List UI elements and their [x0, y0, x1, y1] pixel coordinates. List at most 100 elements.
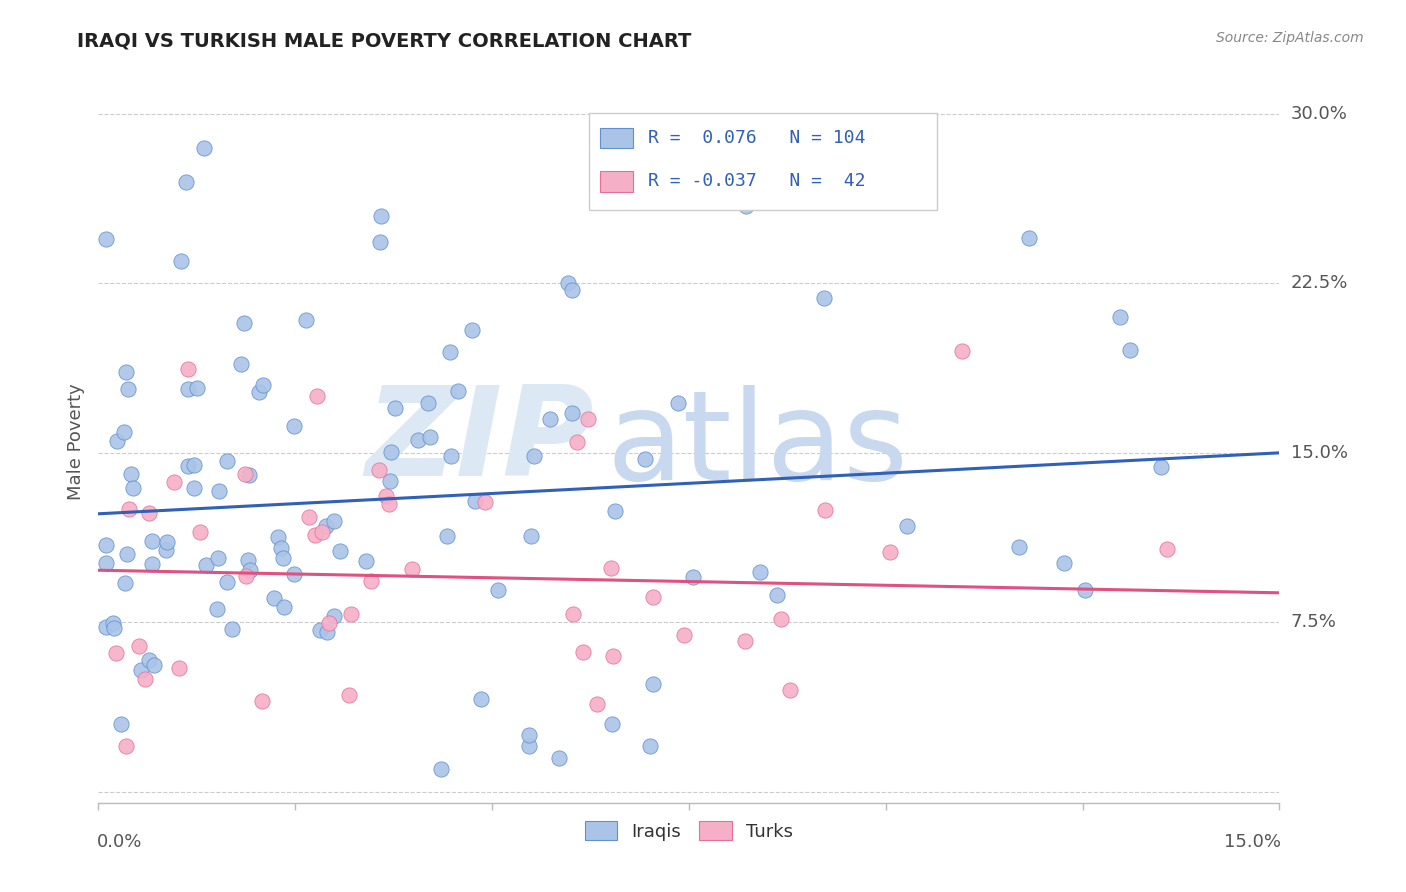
Point [295, 313, 318, 327]
Point [155, 542, 177, 557]
Point [378, 497, 401, 511]
Point [368, 235, 391, 249]
Point [238, 553, 260, 567]
Point [183, 458, 205, 472]
Point [96, 537, 118, 551]
Point [138, 653, 160, 667]
Point [115, 739, 138, 754]
Point [1156, 541, 1178, 556]
Point [273, 600, 295, 615]
Point [337, 688, 360, 702]
Point [557, 277, 579, 291]
Text: 22.5%: 22.5% [1291, 275, 1348, 293]
Text: 7.5%: 7.5% [1291, 613, 1337, 632]
Point [118, 502, 141, 516]
Point [585, 697, 607, 711]
Point [1109, 310, 1132, 324]
Point [734, 633, 756, 648]
Point [567, 434, 589, 449]
Point [896, 518, 918, 533]
Point [115, 547, 138, 561]
Point [1150, 459, 1173, 474]
Point [207, 550, 229, 565]
Point [401, 562, 423, 576]
Point [519, 529, 541, 543]
Point [340, 607, 363, 621]
Point [174, 175, 197, 189]
Point [96, 232, 118, 246]
Point [215, 453, 238, 467]
Point [283, 419, 305, 434]
Point [96, 556, 118, 570]
Point [879, 545, 901, 559]
Point [813, 291, 835, 305]
Point [143, 658, 166, 673]
Point [247, 385, 270, 400]
Point [215, 575, 238, 590]
Point [380, 444, 402, 458]
Point [1119, 343, 1142, 357]
Text: R =  0.076   N = 104: R = 0.076 N = 104 [648, 129, 865, 147]
Point [766, 588, 789, 602]
Point [538, 412, 561, 426]
Point [322, 609, 344, 624]
Point [207, 602, 229, 616]
Point [238, 468, 260, 483]
Point [638, 739, 661, 754]
Point [360, 574, 382, 588]
Point [177, 382, 200, 396]
Point [183, 481, 205, 495]
Point [682, 570, 704, 584]
Point [263, 591, 285, 606]
Point [486, 583, 509, 598]
FancyBboxPatch shape [600, 128, 634, 148]
Text: atlas: atlas [606, 384, 908, 506]
Point [156, 535, 179, 549]
Point [375, 489, 398, 503]
Point [561, 283, 583, 297]
Point [571, 645, 593, 659]
Point [952, 344, 974, 359]
Point [271, 551, 294, 566]
Point [523, 449, 546, 463]
Point [406, 433, 429, 447]
Point [134, 672, 156, 686]
Point [252, 377, 274, 392]
Point [562, 607, 585, 621]
Point [304, 528, 326, 542]
Point [779, 682, 801, 697]
Point [188, 525, 211, 540]
Point [177, 459, 200, 474]
Point [235, 569, 257, 583]
Point [208, 484, 231, 499]
Point [167, 661, 190, 675]
Point [239, 563, 262, 577]
Point [548, 750, 571, 764]
Point [418, 396, 440, 410]
Point [103, 621, 125, 635]
Point [474, 495, 496, 509]
Point [384, 401, 406, 415]
Point [672, 628, 695, 642]
Point [128, 639, 150, 653]
Point [666, 396, 689, 410]
Point [138, 506, 160, 520]
Point [107, 434, 129, 448]
Point [323, 514, 346, 528]
Point [104, 646, 127, 660]
Point [1073, 582, 1095, 597]
Point [120, 467, 142, 482]
Point [1007, 540, 1029, 554]
Point [600, 716, 623, 731]
Point [354, 554, 377, 568]
Point [229, 358, 252, 372]
Point [447, 384, 470, 399]
Point [141, 533, 163, 548]
Point [378, 474, 401, 488]
Point [370, 209, 392, 223]
Point [814, 503, 837, 517]
Point [117, 382, 139, 396]
Point [193, 141, 215, 155]
Point [233, 316, 256, 330]
Point [734, 199, 756, 213]
